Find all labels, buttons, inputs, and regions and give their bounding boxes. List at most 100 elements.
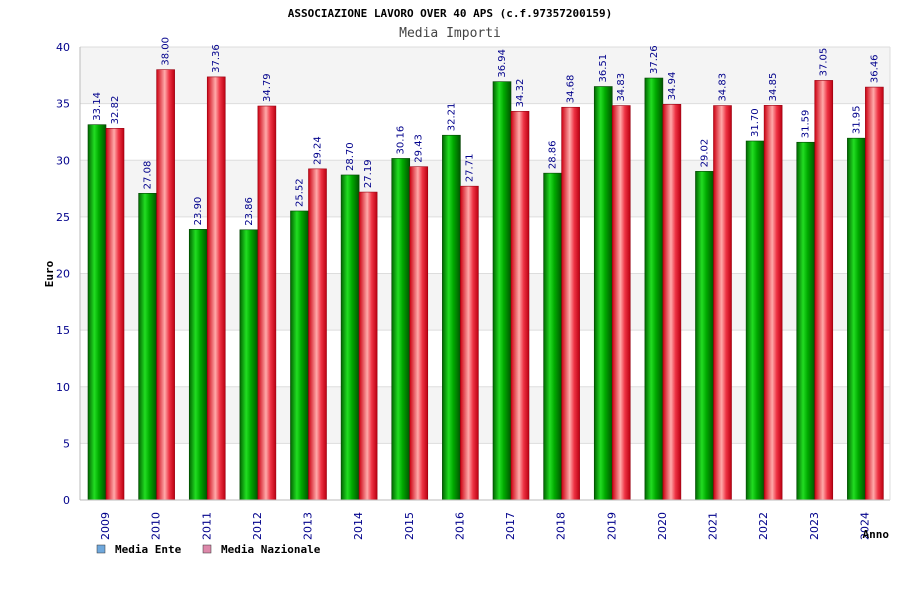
data-label: 34.83: [616, 73, 627, 102]
bar-media-nazionale-2014: [358, 191, 378, 501]
data-label: 29.43: [414, 134, 425, 163]
data-label: 27.08: [143, 161, 154, 190]
bar-media-nazionale-2023: [814, 80, 834, 501]
bar-media-ente-2011: [188, 229, 208, 501]
data-label: 27.19: [363, 159, 374, 188]
y-tick-label: 30: [56, 154, 70, 167]
bar-media-ente-2018: [543, 172, 562, 501]
y-tick-label: 25: [56, 211, 70, 224]
data-label: 25.52: [295, 178, 306, 207]
bar-media-ente-2020: [644, 77, 664, 501]
x-tick-label: 2012: [251, 512, 264, 540]
data-label: 34.94: [667, 72, 678, 101]
data-label: 37.26: [649, 45, 660, 74]
data-label: 28.70: [345, 142, 356, 171]
data-label: 33.14: [92, 92, 103, 121]
data-label: 34.32: [515, 79, 526, 108]
bar-media-ente-2021: [695, 171, 714, 501]
bar-media-nazionale-2016: [460, 185, 479, 501]
x-tick-label: 2018: [555, 512, 568, 540]
data-label: 30.16: [396, 126, 407, 155]
y-tick-label: 0: [63, 494, 70, 507]
x-tick-label: 2022: [757, 512, 770, 540]
legend-label-media-nazionale: Media Nazionale: [221, 543, 321, 556]
x-tick-label: 2011: [200, 512, 213, 540]
data-labels: 33.14 32.82 27.08 38.00 23.90 37.36 23.86 34.79…: [92, 37, 880, 226]
bars-layer: [87, 69, 884, 501]
bar-media-ente-2017: [492, 81, 512, 501]
legend-swatch-media-ente: [96, 544, 106, 554]
data-label: 34.68: [566, 75, 577, 104]
data-label: 29.02: [700, 139, 711, 168]
bar-media-nazionale-2009: [105, 128, 125, 501]
x-tick-label: 2023: [808, 512, 821, 540]
bar-media-ente-2016: [442, 134, 461, 501]
bar-media-ente-2019: [593, 86, 613, 501]
bar-media-ente-2023: [796, 141, 816, 501]
data-label: 23.90: [193, 197, 204, 226]
bar-media-ente-2022: [745, 140, 765, 501]
bar-media-nazionale-2010: [156, 69, 175, 501]
data-label: 36.94: [497, 49, 508, 78]
bar-media-nazionale-2019: [611, 105, 631, 501]
y-tick-label: 40: [56, 41, 70, 54]
x-tick-label: 2016: [453, 512, 466, 540]
data-label: 31.95: [851, 106, 862, 135]
bar-media-ente-2009: [87, 124, 107, 501]
chart-title: ASSOCIAZIONE LAVORO OVER 40 APS (c.f.973…: [288, 7, 613, 20]
x-tick-label: 2013: [302, 512, 315, 540]
x-axis-label: Anno: [863, 528, 890, 541]
bar-media-nazionale-2015: [409, 166, 429, 501]
bar-media-nazionale-2013: [308, 168, 327, 501]
bar-media-nazionale-2021: [713, 105, 732, 501]
data-label: 23.86: [244, 197, 255, 226]
data-label: 36.46: [869, 54, 880, 83]
data-label: 27.71: [464, 154, 475, 183]
bar-media-ente-2010: [138, 193, 157, 501]
x-tick-label: 2017: [504, 512, 517, 540]
legend: Media Ente Media Nazionale: [96, 543, 321, 556]
data-label: 38.00: [161, 37, 172, 66]
y-tick-label: 10: [56, 381, 70, 394]
y-tick-label: 35: [56, 98, 70, 111]
data-label: 32.82: [110, 96, 121, 125]
legend-label-media-ente: Media Ente: [115, 543, 182, 556]
data-label: 34.85: [768, 73, 779, 102]
bar-media-nazionale-2020: [662, 104, 682, 501]
x-tick-label: 2009: [99, 512, 112, 540]
x-tick-label: 2020: [656, 512, 669, 540]
x-tick-label: 2021: [707, 512, 720, 540]
data-label: 37.05: [819, 48, 830, 77]
data-label: 34.79: [262, 73, 273, 102]
bar-media-nazionale-2018: [561, 106, 580, 501]
x-tick-label: 2024: [858, 512, 871, 540]
axes: [79, 47, 891, 501]
x-tick-label: 2015: [403, 512, 416, 540]
bar-media-nazionale-2022: [763, 105, 783, 501]
y-tick-label: 15: [56, 324, 70, 337]
data-label: 36.51: [598, 54, 609, 83]
bar-media-ente-2012: [239, 229, 259, 501]
y-tick-label: 5: [63, 437, 70, 450]
bar-media-ente-2024: [847, 137, 866, 501]
bar-media-ente-2015: [391, 158, 411, 501]
data-label: 29.24: [313, 136, 324, 165]
data-label: 31.59: [801, 110, 812, 139]
data-label: 28.86: [548, 141, 559, 170]
x-ticks: 2009 2010 2011 2012 2013 2014 2015 2016 2017 2018…: [99, 512, 871, 540]
y-axis-label: Euro: [43, 260, 56, 287]
bar-media-nazionale-2012: [257, 105, 277, 501]
data-label: 31.70: [750, 108, 761, 137]
data-label: 34.83: [718, 73, 729, 102]
bar-media-nazionale-2017: [510, 111, 530, 501]
data-label: 37.36: [211, 44, 222, 73]
legend-swatch-media-nazionale: [202, 544, 212, 554]
x-tick-label: 2019: [605, 512, 618, 540]
bar-media-nazionale-2024: [865, 86, 884, 501]
y-tick-label: 20: [56, 268, 70, 281]
data-label: 32.21: [446, 103, 457, 132]
bar-media-ente-2014: [340, 174, 360, 501]
chart-subtitle: Media Importi: [399, 26, 501, 41]
bar-media-nazionale-2011: [206, 76, 226, 501]
